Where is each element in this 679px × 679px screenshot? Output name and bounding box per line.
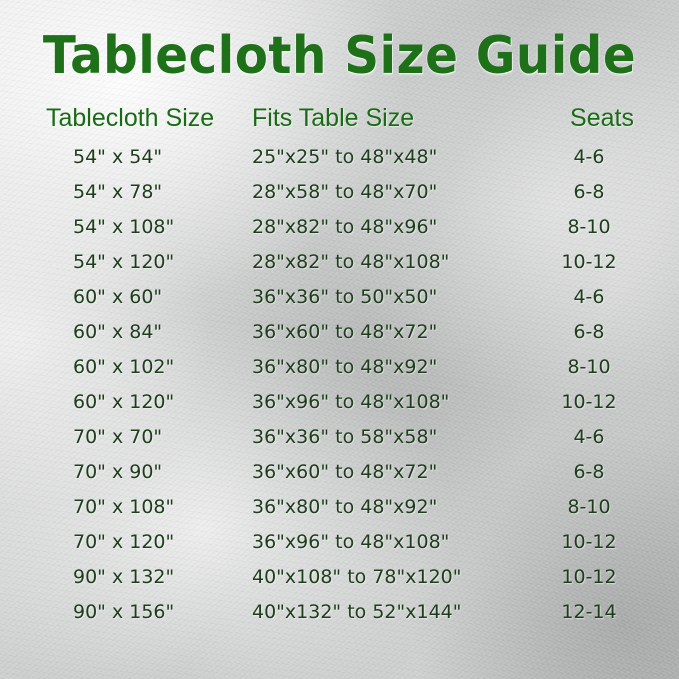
cell-fits-table-size: 28"x82" to 48"x96" bbox=[252, 216, 438, 238]
cell-fits-table-size: 36"x80" to 48"x92" bbox=[252, 356, 438, 378]
table-row: 60" x 120" 36"x96" to 48"x108" 10-12 bbox=[0, 391, 679, 426]
cell-fits-table-size: 28"x82" to 48"x108" bbox=[252, 251, 450, 273]
cell-seats: 6-8 bbox=[573, 461, 605, 483]
table-header-row: Tablecloth Size Fits Table Size Seats bbox=[0, 104, 679, 146]
cell-tablecloth-size: 60" x 84" bbox=[73, 321, 163, 343]
cell-seats: 6-8 bbox=[573, 321, 605, 343]
cell-tablecloth-size: 54" x 78" bbox=[73, 181, 163, 203]
cell-seats: 10-12 bbox=[561, 531, 617, 553]
cell-tablecloth-size: 90" x 132" bbox=[73, 566, 175, 588]
cell-tablecloth-size: 60" x 120" bbox=[73, 391, 175, 413]
cell-seats: 10-12 bbox=[561, 251, 617, 273]
tablecloth-size-table: Tablecloth Size Fits Table Size Seats 54… bbox=[0, 104, 679, 636]
cell-tablecloth-size: 70" x 90" bbox=[73, 461, 163, 483]
cell-fits-table-size: 28"x58" to 48"x70" bbox=[252, 181, 438, 203]
cell-seats: 10-12 bbox=[561, 391, 617, 413]
column-header-seats: Seats bbox=[570, 104, 634, 132]
cell-tablecloth-size: 90" x 156" bbox=[73, 601, 175, 623]
table-row: 70" x 70" 36"x36" to 58"x58" 4-6 bbox=[0, 426, 679, 461]
cell-fits-table-size: 40"x132" to 52"x144" bbox=[252, 601, 462, 623]
cell-tablecloth-size: 70" x 108" bbox=[73, 496, 175, 518]
cell-fits-table-size: 36"x96" to 48"x108" bbox=[252, 391, 450, 413]
table-row: 70" x 120" 36"x96" to 48"x108" 10-12 bbox=[0, 531, 679, 566]
cell-fits-table-size: 36"x96" to 48"x108" bbox=[252, 531, 450, 553]
cell-fits-table-size: 36"x60" to 48"x72" bbox=[252, 461, 438, 483]
cell-seats: 12-14 bbox=[561, 601, 617, 623]
table-row: 60" x 60" 36"x36" to 50"x50" 4-6 bbox=[0, 286, 679, 321]
page-title: Tablecloth Size Guide bbox=[42, 26, 637, 86]
table-row: 90" x 156" 40"x132" to 52"x144" 12-14 bbox=[0, 601, 679, 636]
cell-fits-table-size: 40"x108" to 78"x120" bbox=[252, 566, 462, 588]
table-row: 54" x 120" 28"x82" to 48"x108" 10-12 bbox=[0, 251, 679, 286]
cell-seats: 6-8 bbox=[573, 181, 605, 203]
table-row: 54" x 54" 25"x25" to 48"x48" 4-6 bbox=[0, 146, 679, 181]
cell-seats: 8-10 bbox=[567, 216, 611, 238]
cell-fits-table-size: 36"x36" to 58"x58" bbox=[252, 426, 438, 448]
table-row: 60" x 84" 36"x60" to 48"x72" 6-8 bbox=[0, 321, 679, 356]
table-body: 54" x 54" 25"x25" to 48"x48" 4-6 54" x 78" 2… bbox=[0, 146, 679, 636]
cell-tablecloth-size: 54" x 108" bbox=[73, 216, 175, 238]
table-row: 60" x 102" 36"x80" to 48"x92" 8-10 bbox=[0, 356, 679, 391]
cell-tablecloth-size: 70" x 70" bbox=[73, 426, 163, 448]
table-row: 54" x 78" 28"x58" to 48"x70" 6-8 bbox=[0, 181, 679, 216]
table-row: 70" x 90" 36"x60" to 48"x72" 6-8 bbox=[0, 461, 679, 496]
cell-seats: 8-10 bbox=[567, 356, 611, 378]
cell-tablecloth-size: 60" x 102" bbox=[73, 356, 175, 378]
cell-tablecloth-size: 54" x 120" bbox=[73, 251, 175, 273]
column-header-fits-table-size: Fits Table Size bbox=[252, 104, 415, 132]
table-row: 54" x 108" 28"x82" to 48"x96" 8-10 bbox=[0, 216, 679, 251]
cell-tablecloth-size: 60" x 60" bbox=[73, 286, 163, 308]
table-row: 90" x 132" 40"x108" to 78"x120" 10-12 bbox=[0, 566, 679, 601]
cell-fits-table-size: 36"x36" to 50"x50" bbox=[252, 286, 438, 308]
cell-tablecloth-size: 54" x 54" bbox=[73, 146, 163, 168]
cell-seats: 4-6 bbox=[573, 286, 605, 308]
cell-seats: 4-6 bbox=[573, 146, 605, 168]
table-row: 70" x 108" 36"x80" to 48"x92" 8-10 bbox=[0, 496, 679, 531]
column-header-tablecloth-size: Tablecloth Size bbox=[46, 104, 215, 132]
cell-seats: 8-10 bbox=[567, 496, 611, 518]
cell-fits-table-size: 36"x60" to 48"x72" bbox=[252, 321, 438, 343]
cell-seats: 4-6 bbox=[573, 426, 605, 448]
cell-seats: 10-12 bbox=[561, 566, 617, 588]
cell-tablecloth-size: 70" x 120" bbox=[73, 531, 175, 553]
cell-fits-table-size: 25"x25" to 48"x48" bbox=[252, 146, 438, 168]
cell-fits-table-size: 36"x80" to 48"x92" bbox=[252, 496, 438, 518]
